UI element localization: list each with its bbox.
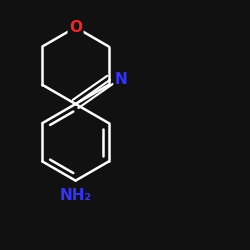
Text: NH₂: NH₂	[60, 188, 92, 203]
Text: N: N	[115, 72, 128, 88]
Text: O: O	[69, 20, 82, 35]
